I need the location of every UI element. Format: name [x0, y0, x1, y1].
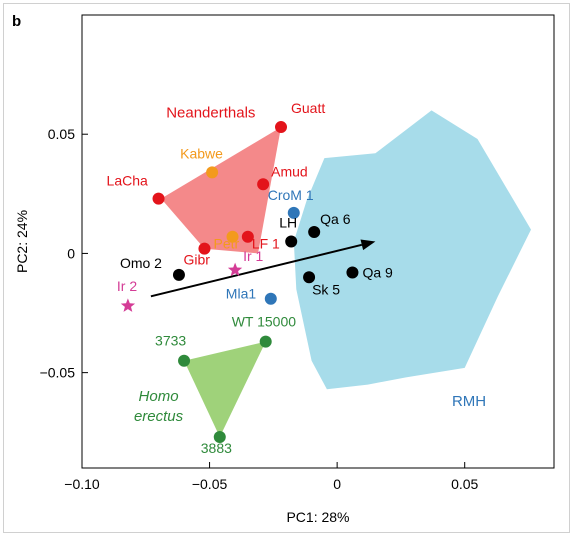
label-wt-15000: WT 15000: [232, 314, 297, 330]
label-amud: Amud: [271, 163, 308, 179]
group-label-line: Homo: [139, 388, 179, 405]
y-tick-label: −0.05: [40, 365, 76, 381]
x-axis-label: PC1: 28%: [286, 509, 349, 525]
panel-label: b: [12, 13, 21, 30]
point-lacha: [152, 192, 165, 205]
label-ir-2: Ir 2: [117, 278, 137, 294]
point-qa-6: [308, 225, 321, 238]
y-axis-label: PC2: 24%: [14, 210, 30, 273]
label-lacha: LaCha: [107, 173, 148, 189]
point-ir-2: [120, 298, 136, 312]
point-guatt: [275, 121, 288, 134]
label-qa-6: Qa 6: [320, 211, 351, 227]
specimen-points: Guatt Kabwe Amud LaCha CroM 1 Qa 6 LH Petr LF 1 G…: [107, 100, 393, 456]
label-qa-9: Qa 9: [362, 264, 393, 280]
point-qa-9: [346, 266, 359, 279]
label-omo-2: Omo 2: [120, 255, 162, 271]
point-amud: [257, 178, 270, 191]
point-wt-15000: [259, 335, 272, 348]
y-axis: −0.05 0 0.05: [40, 126, 88, 381]
arrow-head: [360, 239, 376, 251]
y-tick-label: 0: [67, 245, 75, 261]
point-crom-1: [287, 206, 300, 219]
y-tick-label: 0.05: [48, 126, 75, 142]
arrow-shaft: [150, 243, 363, 298]
label-guatt: Guatt: [291, 100, 325, 116]
group-label-line: erectus: [134, 408, 184, 425]
label-ir-1: Ir 1: [243, 248, 263, 264]
point-petr: [226, 230, 239, 243]
point-mla1: [264, 292, 277, 305]
label-lh: LH: [279, 215, 297, 231]
point-3733: [178, 354, 191, 367]
label-lf-1: LF 1: [252, 236, 280, 252]
point-3883: [213, 431, 226, 444]
point-ir-1: [227, 262, 243, 277]
x-axis: −0.10 −0.05 0 0.05: [64, 462, 479, 492]
point-omo-2: [172, 268, 185, 281]
plot-area: [81, 14, 555, 469]
point-lf-1: [241, 230, 254, 243]
x-tick-label: 0: [333, 476, 341, 492]
group-label-rmh: RMH: [452, 393, 486, 410]
group-label-neanderthals: Neanderthals: [166, 105, 255, 122]
point-lh: [285, 235, 298, 248]
group-label-homo-erectus: Homo erectus: [134, 388, 184, 425]
group-hulls: [161, 110, 531, 437]
x-tick-label: 0.05: [451, 476, 478, 492]
label-petr: Petr: [214, 236, 240, 252]
label-sk-5: Sk 5: [312, 281, 340, 297]
hull-rmh: [293, 110, 531, 390]
hull-homo-erectus: [184, 341, 266, 437]
label-3883: 3883: [201, 440, 232, 456]
hull-neanderthals: [161, 127, 281, 254]
label-mla1: Mla1: [226, 286, 257, 302]
figure-frame: [3, 3, 570, 533]
x-tick-label: −0.05: [192, 476, 228, 492]
trend-arrow: [150, 239, 376, 298]
label-crom-1: CroM 1: [268, 187, 314, 203]
label-gibr: Gibr: [183, 252, 210, 268]
point-gibr: [198, 242, 211, 255]
label-3733: 3733: [155, 333, 186, 349]
point-kabwe: [206, 166, 219, 179]
x-tick-label: −0.10: [64, 476, 100, 492]
point-sk-5: [303, 271, 316, 284]
label-kabwe: Kabwe: [180, 145, 223, 161]
group-labels: Neanderthals Homo erectus RMH: [134, 105, 486, 426]
